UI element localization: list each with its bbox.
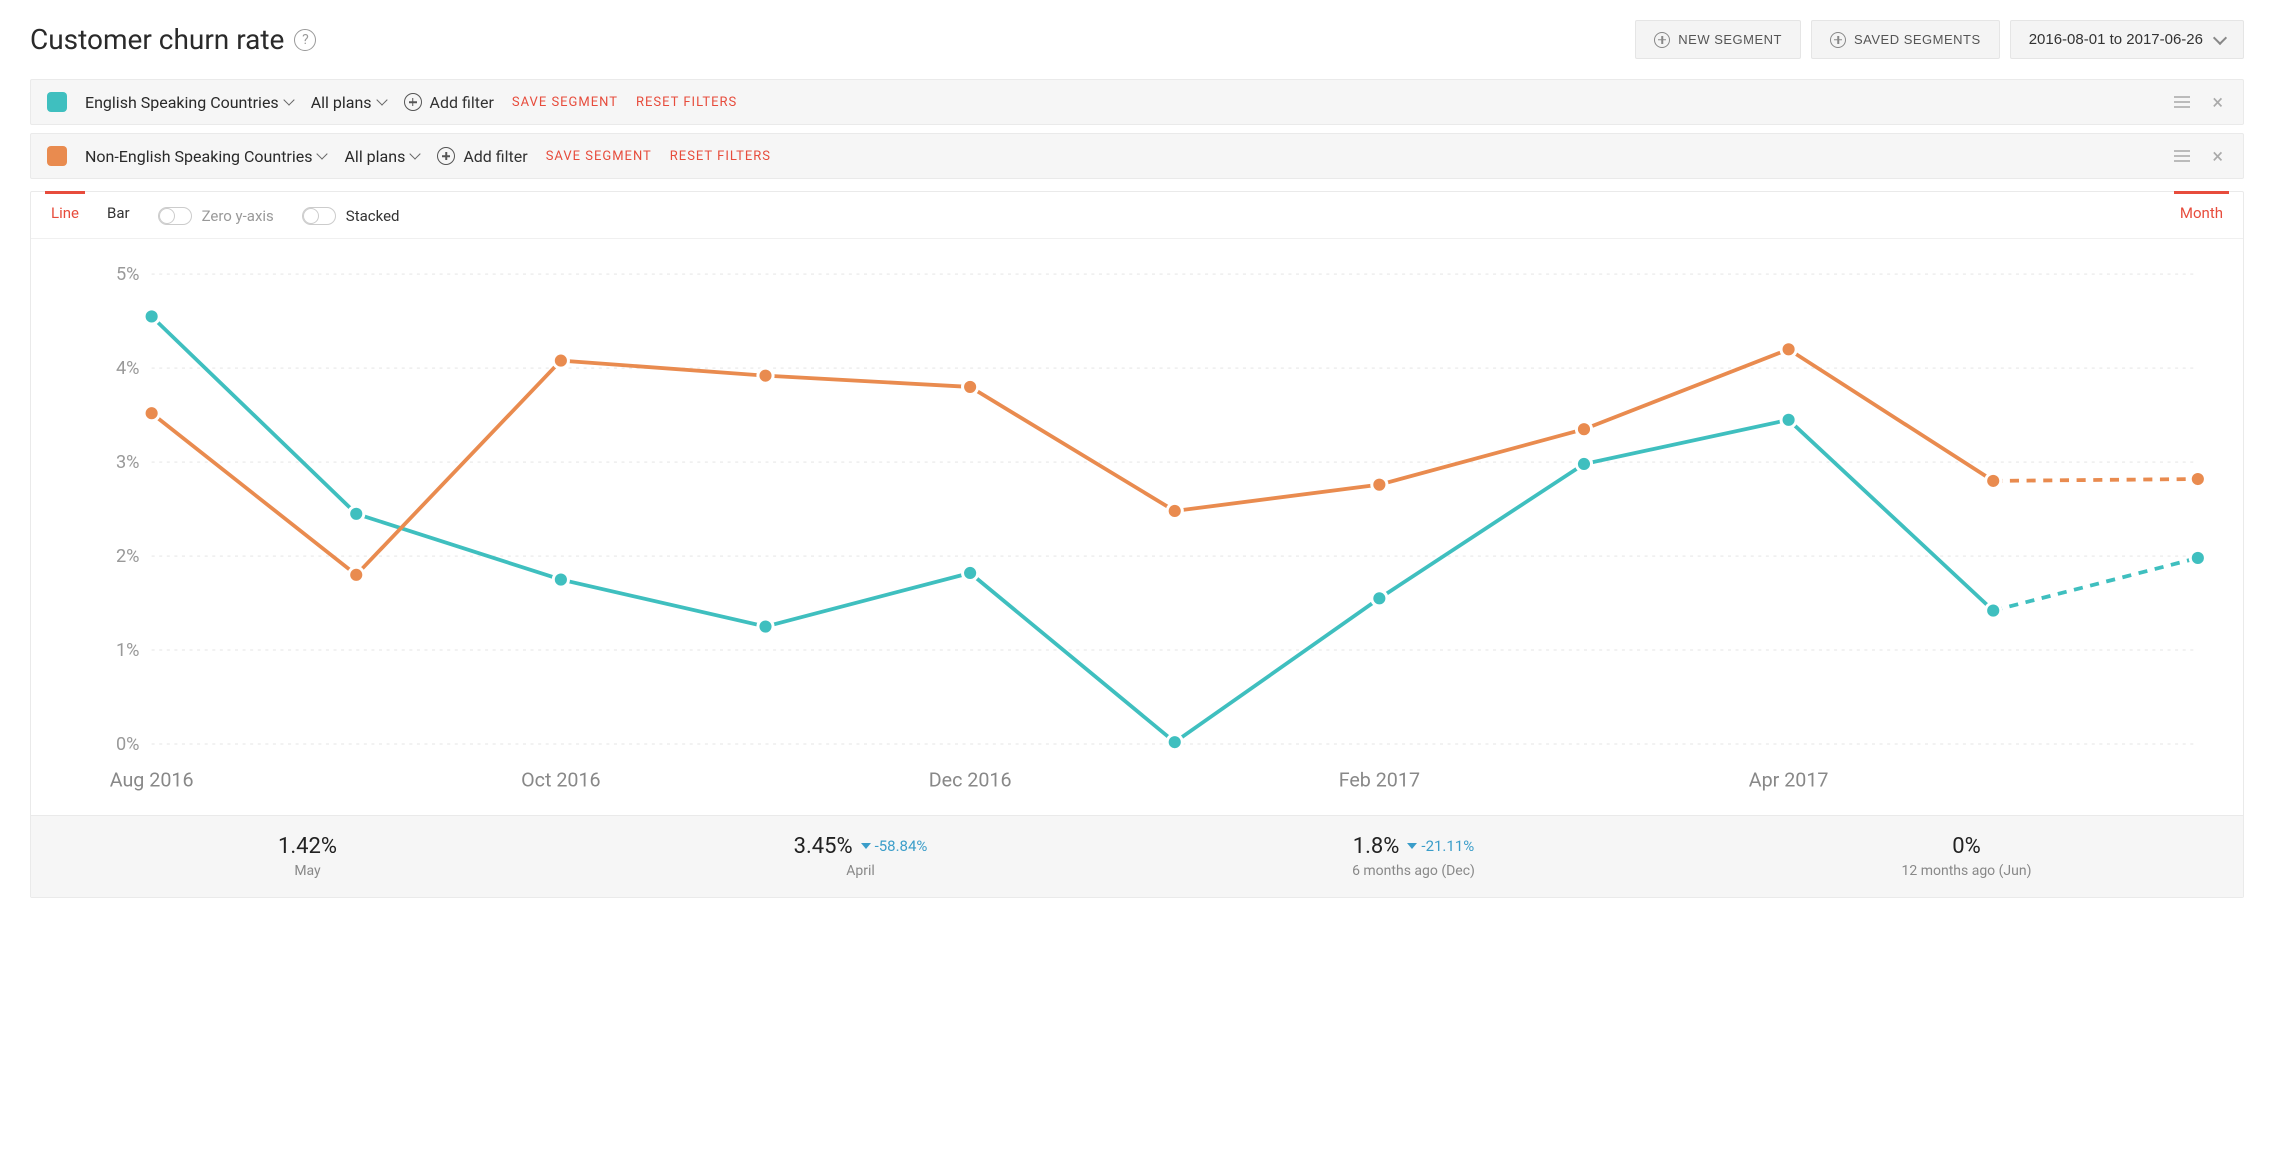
close-icon[interactable]: × <box>2208 144 2227 168</box>
title-wrap: Customer churn rate ? <box>30 23 316 56</box>
segment-name-dropdown[interactable]: Non-English Speaking Countries <box>85 147 326 166</box>
plans-label: All plans <box>311 93 372 112</box>
arrow-down-icon <box>1407 843 1417 849</box>
plus-icon <box>437 147 455 165</box>
toggle-switch[interactable] <box>158 207 192 225</box>
saved-segments-label: SAVED SEGMENTS <box>1854 32 1981 47</box>
help-icon[interactable]: ? <box>294 29 316 51</box>
stat-delta-value: -21.11% <box>1421 837 1474 855</box>
add-filter-button[interactable]: Add filter <box>437 147 527 166</box>
drag-handle-icon[interactable] <box>2174 150 2190 162</box>
date-range-button[interactable]: 2016-08-01 to 2017-06-26 <box>2010 20 2244 59</box>
header-actions: NEW SEGMENT SAVED SEGMENTS 2016-08-01 to… <box>1635 20 2244 59</box>
stat-sub: April <box>584 863 1137 879</box>
chevron-down-icon <box>317 148 328 159</box>
add-filter-label: Add filter <box>430 93 494 112</box>
stat-value: 0% <box>1952 834 1980 859</box>
chevron-down-icon <box>376 94 387 105</box>
stat-delta: -58.84% <box>861 837 928 855</box>
segment-row: English Speaking Countries All plans Add… <box>30 79 2244 125</box>
new-segment-button[interactable]: NEW SEGMENT <box>1635 20 1801 59</box>
svg-text:Dec 2016: Dec 2016 <box>929 768 1012 791</box>
toggle-switch[interactable] <box>302 207 336 225</box>
summary-stat: 1.42% May <box>31 834 584 879</box>
segment-name-label: Non-English Speaking Countries <box>85 147 312 166</box>
plans-dropdown[interactable]: All plans <box>344 147 419 166</box>
svg-text:Oct 2016: Oct 2016 <box>521 768 600 791</box>
reset-filters-link[interactable]: RESET FILTERS <box>636 95 737 110</box>
chevron-down-icon <box>283 94 294 105</box>
stat-value: 1.8% <box>1353 834 1400 859</box>
plus-icon <box>1654 32 1670 48</box>
drag-handle-icon[interactable] <box>2174 96 2190 108</box>
plus-icon <box>1830 32 1846 48</box>
stat-sub: 12 months ago (Jun) <box>1690 863 2243 879</box>
stat-main: 1.8% -21.11% <box>1353 834 1474 859</box>
svg-text:Feb 2017: Feb 2017 <box>1339 768 1420 791</box>
toggle-stacked[interactable]: Stacked <box>302 207 400 225</box>
saved-segments-button[interactable]: SAVED SEGMENTS <box>1811 20 2000 59</box>
chevron-down-icon <box>410 148 421 159</box>
plans-label: All plans <box>344 147 405 166</box>
chart-area: 0% 1% 2% 3% 4% 5% Aug 2016 Oct 2016 Dec 2016 Feb … <box>31 239 2243 815</box>
stat-delta-value: -58.84% <box>875 837 928 855</box>
toggle-zero-label: Zero y-axis <box>202 207 274 225</box>
chart-card: Line Bar Zero y-axis Stacked Month 0% 1% 2… <box>30 191 2244 898</box>
date-range-label: 2016-08-01 to 2017-06-26 <box>2029 31 2203 48</box>
add-filter-button[interactable]: Add filter <box>404 93 494 112</box>
segment-name-dropdown[interactable]: English Speaking Countries <box>85 93 293 112</box>
stat-value: 1.42% <box>278 834 337 859</box>
segments-container: English Speaking Countries All plans Add… <box>30 79 2244 179</box>
add-filter-label: Add filter <box>463 147 527 166</box>
svg-text:Aug 2016: Aug 2016 <box>110 768 194 791</box>
segment-row: Non-English Speaking Countries All plans… <box>30 133 2244 179</box>
summary-row: 1.42% May 3.45% -58.84% April 1.8% -21.1… <box>31 815 2243 897</box>
svg-text:3%: 3% <box>116 452 140 473</box>
segment-swatch <box>47 146 67 166</box>
plus-icon <box>404 93 422 111</box>
summary-stat: 3.45% -58.84% April <box>584 834 1137 879</box>
summary-stat: 0% 12 months ago (Jun) <box>1690 834 2243 879</box>
period-selector[interactable]: Month <box>2180 204 2223 228</box>
chart-svg: 0% 1% 2% 3% 4% 5% Aug 2016 Oct 2016 Dec 2016 Feb … <box>91 259 2213 805</box>
arrow-down-icon <box>861 843 871 849</box>
close-icon[interactable]: × <box>2208 90 2227 114</box>
svg-text:0%: 0% <box>116 734 140 755</box>
stat-delta: -21.11% <box>1407 837 1474 855</box>
segment-name-label: English Speaking Countries <box>85 93 279 112</box>
svg-text:Apr 2017: Apr 2017 <box>1749 768 1829 791</box>
stat-sub: 6 months ago (Dec) <box>1137 863 1690 879</box>
new-segment-label: NEW SEGMENT <box>1678 32 1782 47</box>
svg-text:4%: 4% <box>116 358 140 379</box>
stat-main: 3.45% -58.84% <box>794 834 928 859</box>
stat-main: 1.42% <box>278 834 337 859</box>
stat-sub: May <box>31 863 584 879</box>
tab-line[interactable]: Line <box>51 204 79 228</box>
summary-stat: 1.8% -21.11% 6 months ago (Dec) <box>1137 834 1690 879</box>
stat-main: 0% <box>1952 834 1980 859</box>
page-title: Customer churn rate <box>30 23 284 56</box>
svg-text:2%: 2% <box>116 546 140 567</box>
chart-toolbar: Line Bar Zero y-axis Stacked Month <box>31 192 2243 239</box>
tab-bar[interactable]: Bar <box>107 204 130 228</box>
toggle-zero-y[interactable]: Zero y-axis <box>158 207 274 225</box>
page-header: Customer churn rate ? NEW SEGMENT SAVED … <box>30 20 2244 59</box>
plans-dropdown[interactable]: All plans <box>311 93 386 112</box>
stat-value: 3.45% <box>794 834 853 859</box>
svg-text:1%: 1% <box>116 640 140 661</box>
segment-swatch <box>47 92 67 112</box>
save-segment-link[interactable]: SAVE SEGMENT <box>512 95 618 110</box>
svg-text:5%: 5% <box>116 264 140 285</box>
chevron-down-icon <box>2213 30 2227 44</box>
reset-filters-link[interactable]: RESET FILTERS <box>670 149 771 164</box>
save-segment-link[interactable]: SAVE SEGMENT <box>546 149 652 164</box>
toggle-stacked-label: Stacked <box>346 207 400 225</box>
